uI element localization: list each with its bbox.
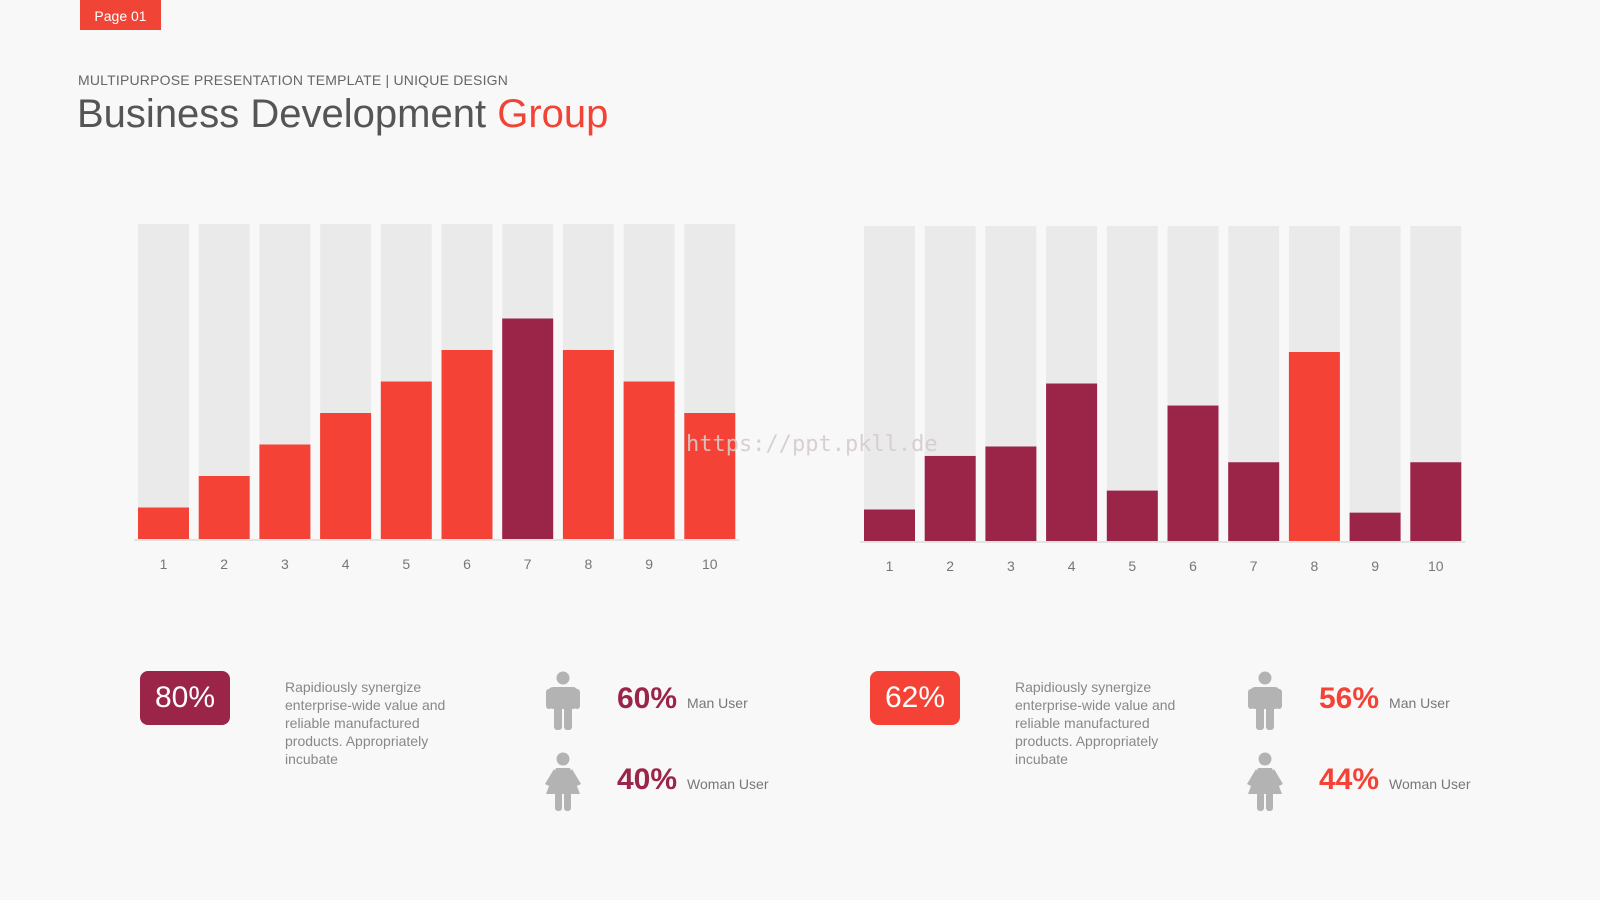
bar-8 [1288, 352, 1340, 541]
bar-5 [1106, 490, 1158, 541]
x-tick-label: 10 [702, 556, 718, 572]
bar-1 [864, 509, 915, 541]
bar-7 [502, 318, 554, 539]
woman-icon [545, 752, 581, 811]
bar-2 [924, 455, 976, 541]
x-tick-label: 8 [585, 556, 593, 572]
x-tick-label: 3 [281, 556, 289, 572]
woman-value: 40% [617, 763, 678, 796]
description-right: Rapidiously synergize enterprise-wide va… [1015, 679, 1176, 767]
x-tick-label: 5 [402, 556, 410, 572]
bar-3 [259, 444, 311, 539]
page-title: Business Development Group [77, 92, 608, 137]
woman-stat-left: 40% Woman User [617, 763, 768, 797]
bar-9 [623, 381, 675, 539]
x-tick-label: 7 [524, 556, 532, 572]
woman-label: Woman User [1389, 776, 1471, 792]
woman-label: Woman User [687, 776, 769, 792]
bar-2 [198, 476, 250, 539]
woman-icon [1247, 752, 1283, 811]
x-tick-label: 3 [1007, 558, 1015, 574]
stat-badge-right: 62% [870, 671, 960, 725]
x-tick-label: 6 [1189, 558, 1197, 574]
x-tick-label: 4 [1068, 558, 1076, 574]
bar-track [138, 224, 189, 539]
bar-7 [1228, 462, 1280, 541]
man-icon [1248, 671, 1282, 730]
woman-value: 44% [1319, 763, 1380, 796]
bar-10 [1410, 462, 1462, 541]
x-tick-label: 4 [342, 556, 350, 572]
bar-6 [441, 350, 493, 539]
x-tick-label: 6 [463, 556, 471, 572]
x-tick-label: 2 [946, 558, 954, 574]
title-accent: Group [497, 92, 609, 136]
bar-track [1106, 226, 1158, 541]
x-tick-label: 2 [220, 556, 228, 572]
man-icon [546, 671, 580, 730]
stat-badge-left: 80% [140, 671, 230, 725]
x-tick-label: 8 [1311, 558, 1319, 574]
title-main: Business Development [77, 92, 487, 136]
x-tick-label: 1 [160, 556, 168, 572]
bar-chart-right-svg: 1 2 3 4 5 6 7 8 9 10 [860, 226, 1466, 574]
man-label: Man User [1389, 695, 1450, 711]
man-label: Man User [687, 695, 748, 711]
bar-4 [1046, 383, 1098, 541]
bar-3 [985, 446, 1037, 541]
x-tick-label: 7 [1250, 558, 1258, 574]
man-stat-left: 60% Man User [617, 682, 748, 716]
bar-chart-left: 1 2 3 4 5 6 7 8 9 10 [134, 224, 740, 574]
bar-1 [138, 507, 189, 539]
man-value: 60% [617, 682, 678, 715]
x-tick-label: 9 [1371, 558, 1379, 574]
man-stat-right: 56% Man User [1319, 682, 1450, 716]
x-tick-label: 5 [1128, 558, 1136, 574]
page-subtitle: MULTIPURPOSE PRESENTATION TEMPLATE | UNI… [78, 72, 509, 88]
woman-stat-right: 44% Woman User [1319, 763, 1470, 797]
bar-9 [1349, 512, 1401, 541]
bar-track [864, 226, 915, 541]
bar-4 [320, 413, 372, 539]
bar-track [1349, 226, 1401, 541]
bar-8 [562, 350, 614, 539]
bar-6 [1167, 405, 1219, 541]
man-value: 56% [1319, 682, 1380, 715]
bar-10 [684, 413, 736, 539]
x-tick-label: 10 [1428, 558, 1444, 574]
page-tag: Page 01 [80, 0, 161, 30]
bar-chart-left-svg: 1 2 3 4 5 6 7 8 9 10 [134, 224, 740, 572]
bar-chart-right: 1 2 3 4 5 6 7 8 9 10 [860, 226, 1466, 576]
x-tick-label: 9 [645, 556, 653, 572]
description-left: Rapidiously synergize enterprise-wide va… [285, 679, 446, 767]
x-tick-label: 1 [886, 558, 894, 574]
bar-5 [380, 381, 432, 539]
